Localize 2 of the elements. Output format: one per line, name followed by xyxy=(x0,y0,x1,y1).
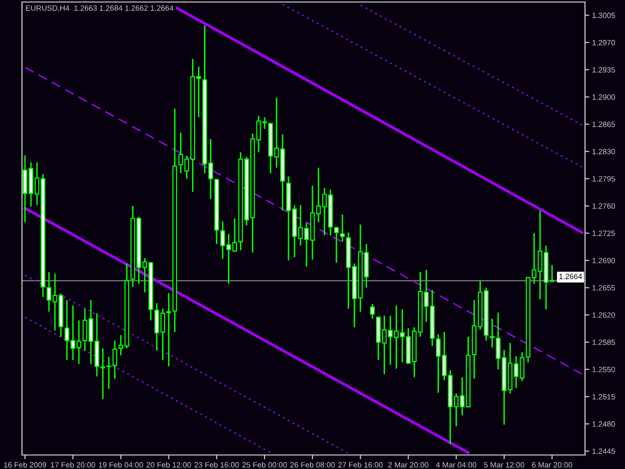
candlestick xyxy=(370,303,375,320)
candlestick xyxy=(340,214,345,242)
